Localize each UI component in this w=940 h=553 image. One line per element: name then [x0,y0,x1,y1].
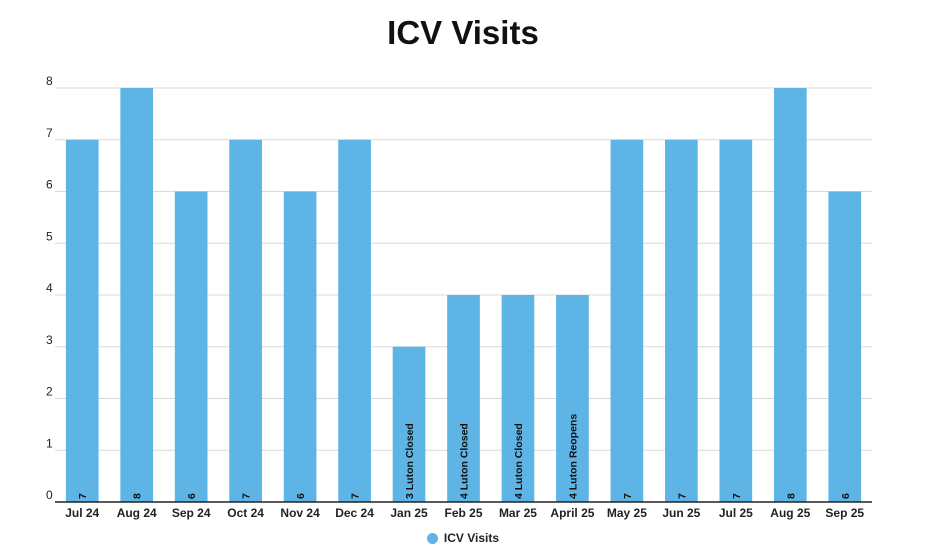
y-tick-label: 4 [46,281,53,295]
x-tick-label: Sep 25 [825,506,864,520]
data-label: 4 Luton Reopens [567,414,579,499]
y-tick-label: 7 [46,126,53,140]
bar [773,88,807,502]
data-label: 8 [132,493,144,499]
data-label: 7 [241,493,253,499]
bar [447,295,480,502]
bar [392,346,426,502]
bar [229,139,262,502]
data-label: 6 [295,493,307,499]
data-label: 7 [622,493,634,499]
bar [719,139,753,502]
data-label: 4 Luton Closed [513,423,525,499]
legend-swatch [426,532,438,544]
x-axis: Jul 24 Aug 24 Sep 24 Oct 24 Nov 24 Dec 24 Jan … [55,501,872,520]
x-tick-label: Jan 25 [390,506,428,520]
bar [665,139,698,502]
y-tick-label: 2 [46,385,53,399]
data-label: 7 [731,493,743,499]
bar [338,139,371,502]
bar [65,139,99,502]
bars [65,88,862,502]
y-tick-label: 0 [46,488,53,502]
data-label: 7 [676,493,688,499]
x-tick-label: Aug 24 [117,506,157,520]
chart-title: ICV Visits [387,14,539,51]
data-label: 7 [350,493,362,499]
x-tick-label: Mar 25 [499,506,537,520]
data-label: 6 [186,493,198,499]
x-tick-label: Oct 24 [227,506,264,520]
bar-chart: 0 1 2 3 4 5 6 7 8 7 8 6 7 6 7 3 Luton Closed 4 Luton Cl… [46,74,872,520]
x-tick-label: Jul 24 [65,506,99,520]
bar [174,191,208,502]
y-tick-label: 1 [46,436,53,450]
data-label: 6 [840,493,852,499]
bar [501,295,535,502]
bar [120,88,154,502]
data-label: 4 Luton Closed [459,423,471,499]
bar [828,191,862,502]
bar [556,295,589,502]
x-tick-label: Dec 24 [335,506,374,520]
x-tick-label: Jul 25 [719,506,753,520]
x-tick-label: Jun 25 [662,506,700,520]
legend: ICV Visits [0,531,926,545]
y-tick-label: 8 [46,74,53,88]
y-axis: 0 1 2 3 4 5 6 7 8 [46,74,53,502]
x-tick-label: May 25 [607,506,647,520]
bar [610,139,644,502]
bar [283,191,317,502]
x-tick-label: Sep 24 [172,506,211,520]
x-tick-label: Feb 25 [444,506,482,520]
y-tick-label: 5 [46,229,53,243]
legend-label: ICV Visits [443,531,500,545]
x-tick-label: Aug 25 [770,506,810,520]
x-tick-label: Nov 24 [280,506,320,520]
data-label: 7 [77,493,89,499]
y-tick-label: 6 [46,178,53,192]
data-label: 3 Luton Closed [404,423,416,499]
data-labels: 7 8 6 7 6 7 3 Luton Closed 4 Luton Closed 4 Luto… [77,414,852,499]
x-tick-label: April 25 [550,506,594,520]
y-tick-label: 3 [46,333,53,347]
data-label: 8 [785,493,797,499]
